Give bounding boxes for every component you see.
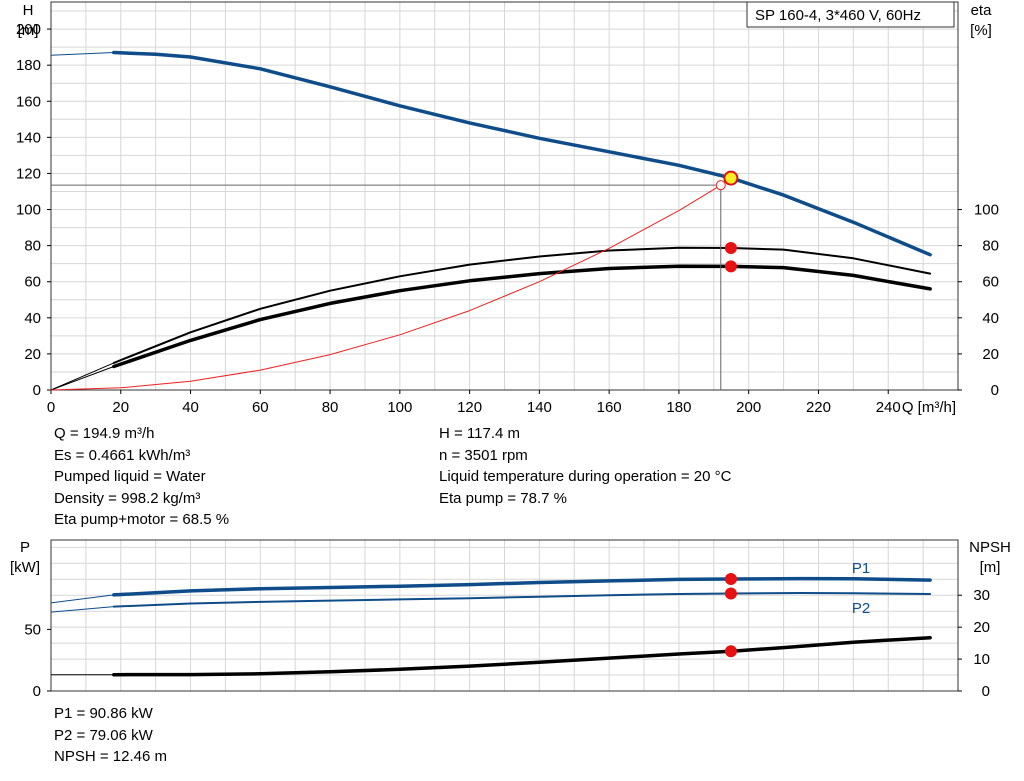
x-axis-label: Q [m³/h] xyxy=(902,399,956,416)
y-tick-label-left: 200 xyxy=(16,21,41,38)
y-tick-label-right: 0 xyxy=(991,382,999,399)
plot-frame xyxy=(50,539,959,692)
y-tick-label-right: 20 xyxy=(982,346,999,363)
readout-p2: P2 = 79.06 kW xyxy=(54,726,153,744)
y-tick-label-right: 40 xyxy=(982,310,999,327)
y-tick-label-left: 160 xyxy=(16,93,41,110)
x-tick-label: 100 xyxy=(387,399,412,416)
y-tick-label-left: 0 xyxy=(33,382,41,399)
eta-pump-curve-extension xyxy=(50,362,114,391)
head-curve-extension xyxy=(50,52,114,56)
y-axis-unit-right: [m] xyxy=(980,559,1001,576)
readout-flow: Q = 194.9 m³/h xyxy=(54,425,155,442)
x-tick-label: 20 xyxy=(112,399,129,416)
y-tick-label-left: 100 xyxy=(16,202,41,219)
head-efficiency-chart: 0 20 40 60 80 100 120 140 160 180 200 220 240 Q [m³/h… xyxy=(16,1,999,416)
y-tick-label-left: 120 xyxy=(16,165,41,182)
y-tick-label-left: 40 xyxy=(24,310,41,327)
x-tick-label: 60 xyxy=(252,399,269,416)
x-tick-label: 240 xyxy=(876,399,901,416)
npsh-curve xyxy=(112,635,932,677)
x-tick-label: 200 xyxy=(736,399,761,416)
y-tick-label-right: 20 xyxy=(973,619,990,636)
y-axis-label-right: eta xyxy=(971,2,993,19)
x-tick-label: 80 xyxy=(322,399,339,416)
y-axis-label-right: NPSH xyxy=(969,539,1011,556)
y-tick-label-right: 30 xyxy=(973,587,990,604)
readout-specific-energy: Es = 0.4661 kWh/m³ xyxy=(54,446,191,464)
y-axis-unit-left: [kW] xyxy=(10,559,40,576)
readout-p1: P1 = 90.86 kW xyxy=(54,705,153,722)
readout-pumped-liquid: Pumped liquid = Water xyxy=(54,468,206,485)
y-axis-unit-left: [m] xyxy=(18,22,39,39)
y-tick-label-left: 50 xyxy=(24,621,41,638)
legend-box xyxy=(746,1,955,28)
required-duty-point xyxy=(715,180,726,191)
readout-npsh: NPSH = 12.46 m xyxy=(54,748,167,765)
y-axis-label-left: P xyxy=(20,539,30,556)
x-tick-label: 180 xyxy=(666,399,691,416)
y-tick-label-right: 60 xyxy=(982,274,999,291)
readout-eta-pump-motor: Eta pump+motor = 68.5 % xyxy=(54,511,230,528)
head-curve xyxy=(112,50,932,257)
readout-left: Q = 194.9 m³/h Es = 0.4661 kWh/m³ Pumped… xyxy=(54,423,229,531)
x-tick-label: 220 xyxy=(806,399,831,416)
system-curve xyxy=(50,184,722,391)
operating-point-head xyxy=(723,170,739,186)
legend-text: SP 160-4, 3*460 V, 60Hz xyxy=(755,7,921,24)
y-axis-unit-right: [%] xyxy=(970,22,992,39)
operating-point-npsh xyxy=(724,645,737,658)
x-tick-label: 0 xyxy=(47,399,55,416)
x-tick-label: 120 xyxy=(457,399,482,416)
operating-point-eta-pump-motor xyxy=(724,260,737,273)
operating-point-p2 xyxy=(724,587,737,600)
y-tick-label-left: 0 xyxy=(33,683,41,700)
readout-head: H = 117.4 m xyxy=(439,425,521,442)
eta-pump-motor-curve-extension xyxy=(50,366,114,391)
power-curve-p2 xyxy=(112,592,932,608)
y-tick-label-right: 80 xyxy=(982,238,999,255)
power-curve-p1 xyxy=(112,576,932,597)
y-tick-label-right: 100 xyxy=(974,202,999,219)
series-label-p2: P2 xyxy=(852,600,870,617)
y-tick-label-left: 20 xyxy=(24,346,41,363)
readout-speed: n = 3501 rpm xyxy=(439,446,528,464)
readout-bottom: P1 = 90.86 kW P2 = 79.06 kW NPSH = 12.46… xyxy=(54,703,167,768)
eta-pump-curve xyxy=(112,246,932,364)
readout-right: H = 117.4 m n = 3501 rpm Liquid temperat… xyxy=(439,423,731,509)
operating-point-eta-pump xyxy=(724,241,737,254)
y-axis-label-left: H xyxy=(23,2,34,19)
y-tick-label-right: 10 xyxy=(973,651,990,668)
power-curve-p1-extension xyxy=(50,594,114,604)
operating-point-p1 xyxy=(724,573,737,586)
x-tick-label: 160 xyxy=(597,399,622,416)
x-tick-label: 40 xyxy=(182,399,199,416)
power-curve-p2-extension xyxy=(50,606,114,613)
x-tick-label: 140 xyxy=(527,399,552,416)
y-tick-label-left: 80 xyxy=(24,238,41,255)
eta-pump-motor-curve xyxy=(112,264,932,369)
readout-density: Density = 998.2 kg/m³ xyxy=(54,489,201,507)
readout-liquid-temperature: Liquid temperature during operation = 20… xyxy=(439,468,732,485)
y-tick-label-right: 0 xyxy=(982,683,990,700)
plot-frame xyxy=(50,1,959,391)
series-label-p1: P1 xyxy=(852,560,870,577)
y-tick-label-left: 60 xyxy=(24,274,41,291)
power-npsh-chart: 0 50 P [kW] 0 10 20 30 NPSH [m] P1 P2 xyxy=(10,539,1011,700)
y-tick-label-left: 140 xyxy=(16,129,41,146)
y-tick-label-left: 180 xyxy=(16,57,41,74)
readout-eta-pump: Eta pump = 78.7 % xyxy=(439,489,567,507)
